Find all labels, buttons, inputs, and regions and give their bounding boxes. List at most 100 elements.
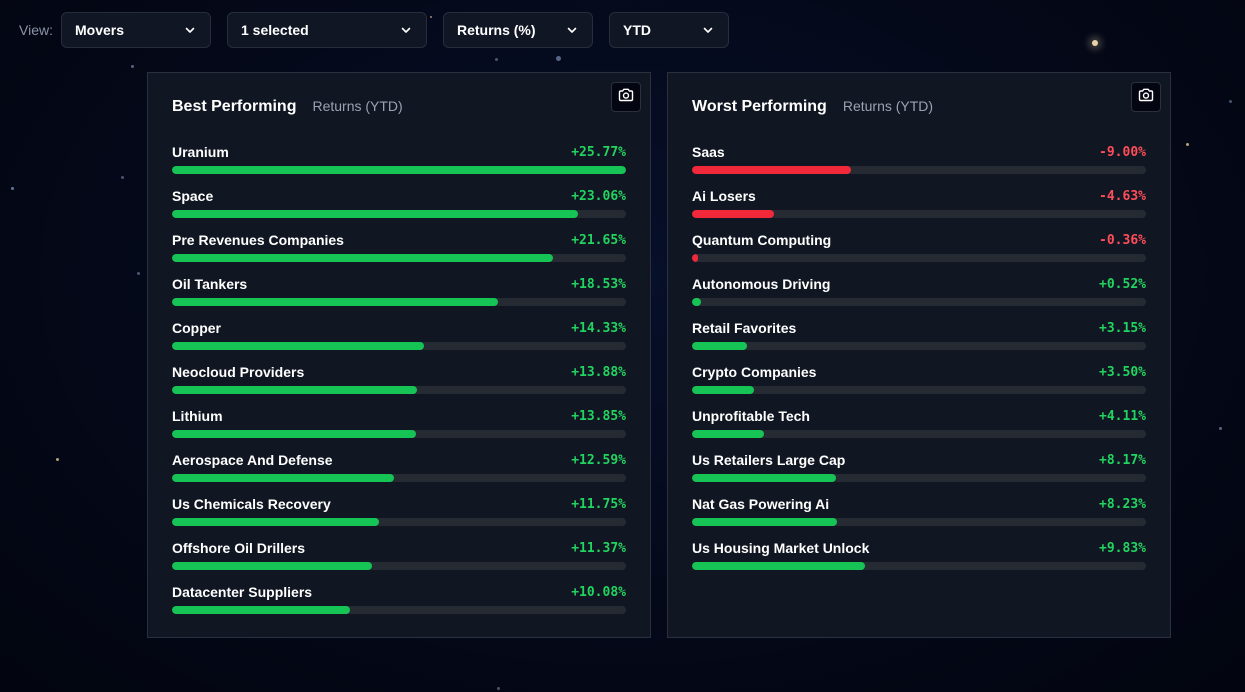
return-bar-track <box>692 430 1146 438</box>
view-dropdown[interactable]: Movers <box>60 12 211 48</box>
item-return-value: -0.36% <box>1099 232 1146 248</box>
view-label: View: <box>19 22 53 38</box>
selection-dropdown[interactable]: 1 selected <box>226 12 427 48</box>
camera-icon <box>618 88 634 107</box>
item-name: Uranium <box>172 144 229 160</box>
screenshot-button[interactable] <box>1131 82 1161 112</box>
return-bar-track <box>172 606 626 614</box>
list-item: Copper +14.33% <box>172 319 626 363</box>
star-decoration <box>1229 100 1232 103</box>
return-bar-track <box>692 166 1146 174</box>
item-return-value: +18.53% <box>571 276 626 292</box>
list-item-header: Quantum Computing -0.36% <box>692 231 1146 249</box>
return-bar-track <box>692 210 1146 218</box>
list-item: Unprofitable Tech +4.11% <box>692 407 1146 451</box>
item-return-value: +8.23% <box>1099 496 1146 512</box>
item-return-value: -9.00% <box>1099 144 1146 160</box>
list-item-header: Aerospace And Defense +12.59% <box>172 451 626 469</box>
item-return-value: -4.63% <box>1099 188 1146 204</box>
list-item: Nat Gas Powering Ai +8.23% <box>692 495 1146 539</box>
period-dropdown-value: YTD <box>622 22 651 38</box>
list-item: Uranium +25.77% <box>172 143 626 187</box>
return-bar-fill <box>172 254 554 262</box>
return-bar-fill <box>172 342 425 350</box>
star-decoration <box>137 272 140 275</box>
list-item: Us Retailers Large Cap +8.17% <box>692 451 1146 495</box>
item-name: Us Chemicals Recovery <box>172 496 331 512</box>
item-name: Autonomous Driving <box>692 276 831 292</box>
return-bar-fill <box>692 562 866 570</box>
view-dropdown-value: Movers <box>74 22 125 38</box>
item-return-value: +25.77% <box>571 144 626 160</box>
star-decoration <box>497 687 500 690</box>
return-bar-track <box>692 342 1146 350</box>
return-bar-track <box>172 386 626 394</box>
list-item-header: Lithium +13.85% <box>172 407 626 425</box>
list-item-header: Pre Revenues Companies +21.65% <box>172 231 626 249</box>
item-return-value: +3.15% <box>1099 320 1146 336</box>
list-item-header: Crypto Companies +3.50% <box>692 363 1146 381</box>
list-item: Crypto Companies +3.50% <box>692 363 1146 407</box>
item-name: Ai Losers <box>692 188 756 204</box>
return-bar-track <box>692 254 1146 262</box>
item-name: Offshore Oil Drillers <box>172 540 306 556</box>
list-item: Us Chemicals Recovery +11.75% <box>172 495 626 539</box>
list-item: Oil Tankers +18.53% <box>172 275 626 319</box>
return-bar-track <box>172 474 626 482</box>
return-bar-fill <box>172 562 373 570</box>
panel-header: Best Performing Returns (YTD) <box>172 98 403 116</box>
item-return-value: +10.08% <box>571 584 626 600</box>
panel-subtitle: Returns (YTD) <box>842 98 934 114</box>
list-item-header: Us Chemicals Recovery +11.75% <box>172 495 626 513</box>
list-item-header: Unprofitable Tech +4.11% <box>692 407 1146 425</box>
period-dropdown[interactable]: YTD <box>608 12 729 48</box>
return-bar-fill <box>692 254 699 262</box>
item-return-value: +3.50% <box>1099 364 1146 380</box>
item-name: Us Retailers Large Cap <box>692 452 846 468</box>
star-decoration <box>495 58 498 61</box>
item-return-value: +21.65% <box>571 232 626 248</box>
list-item: Space +23.06% <box>172 187 626 231</box>
list-item: Us Housing Market Unlock +9.83% <box>692 539 1146 583</box>
item-name: Neocloud Providers <box>172 364 305 380</box>
return-bar-fill <box>172 606 350 614</box>
item-name: Unprofitable Tech <box>692 408 810 424</box>
return-bar-track <box>692 562 1146 570</box>
list-item-header: Ai Losers -4.63% <box>692 187 1146 205</box>
panel-header: Worst Performing Returns (YTD) <box>692 98 933 116</box>
chevron-down-icon <box>566 24 578 36</box>
return-bar-track <box>692 474 1146 482</box>
best-performing-panel: Best Performing Returns (YTD) Uranium +25… <box>147 72 651 638</box>
item-return-value: +0.52% <box>1099 276 1146 292</box>
item-name: Space <box>172 188 214 204</box>
metric-dropdown[interactable]: Returns (%) <box>442 12 593 48</box>
item-return-value: +12.59% <box>571 452 626 468</box>
item-name: Copper <box>172 320 221 336</box>
chevron-down-icon <box>184 24 196 36</box>
screenshot-button[interactable] <box>611 82 641 112</box>
metric-dropdown-value: Returns (%) <box>456 22 536 38</box>
panel-subtitle: Returns (YTD) <box>312 98 403 114</box>
return-bar-track <box>172 166 626 174</box>
return-bar-track <box>172 210 626 218</box>
chevron-down-icon <box>400 24 412 36</box>
item-return-value: +4.11% <box>1099 408 1146 424</box>
list-item: Datacenter Suppliers +10.08% <box>172 583 626 627</box>
return-bar-track <box>692 518 1146 526</box>
item-return-value: +11.75% <box>571 496 626 512</box>
star-decoration <box>556 56 561 61</box>
return-bar-fill <box>692 166 851 174</box>
item-name: Us Housing Market Unlock <box>692 540 870 556</box>
list-item-header: Us Housing Market Unlock +9.83% <box>692 539 1146 557</box>
return-bar-fill <box>692 386 754 394</box>
return-bar-track <box>692 386 1146 394</box>
return-bar-track <box>172 518 626 526</box>
item-name: Lithium <box>172 408 223 424</box>
return-bar-fill <box>172 210 579 218</box>
item-name: Pre Revenues Companies <box>172 232 344 248</box>
item-name: Nat Gas Powering Ai <box>692 496 830 512</box>
return-bar-fill <box>692 430 765 438</box>
camera-icon <box>1138 88 1154 107</box>
item-return-value: +9.83% <box>1099 540 1146 556</box>
